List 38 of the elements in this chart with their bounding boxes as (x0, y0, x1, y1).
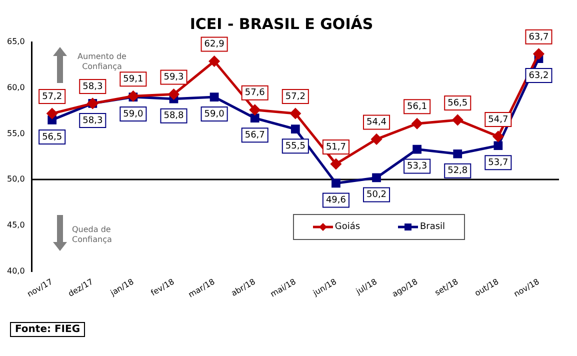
data-label: 49,6 (326, 196, 346, 206)
y-tick-label: 45,0 (7, 220, 25, 230)
data-label: 53,7 (488, 158, 508, 168)
source-note: Fonte: FIEG (10, 322, 86, 337)
data-label: 54,4 (366, 118, 387, 128)
data-label: 57,2 (285, 92, 306, 102)
data-label: 59,3 (164, 72, 184, 83)
data-label: 51,7 (326, 142, 346, 152)
data-label: 59,0 (204, 109, 225, 120)
y-tick-label: 50,0 (7, 174, 25, 184)
data-label: 63,2 (528, 70, 549, 81)
data-label: 59,0 (123, 109, 144, 120)
y-tick-label: 65,0 (7, 37, 25, 46)
annotation: Aumento de Confiança (76, 52, 128, 72)
data-label: 62,9 (204, 40, 225, 50)
data-label: 50,2 (366, 190, 387, 200)
legend-label: Goiás (334, 222, 360, 232)
annotation: Queda de Confiança (72, 225, 113, 245)
data-label: 56,5 (42, 132, 62, 142)
data-label: 54,7 (488, 114, 508, 125)
data-label: 63,7 (528, 32, 549, 42)
data-label: 57,2 (42, 92, 62, 102)
data-label: 56,1 (407, 102, 428, 112)
data-label: 52,8 (448, 166, 468, 176)
y-tick-label: 55,0 (7, 128, 25, 138)
data-label: 58,3 (82, 82, 103, 92)
y-tick-label: 40,0 (7, 266, 25, 276)
data-label: 55,5 (285, 141, 306, 152)
data-label: 58,8 (164, 111, 184, 122)
data-label: 57,6 (244, 88, 266, 98)
data-label: 56,5 (448, 98, 468, 108)
y-tick-label: 60,0 (7, 82, 25, 92)
chart-title: ICEI - BRASIL E GOIÁS (190, 14, 374, 33)
data-label: 58,3 (82, 116, 103, 126)
data-label: 53,3 (407, 162, 428, 172)
legend-label: Brasil (420, 222, 446, 232)
data-label: 59,1 (123, 74, 144, 84)
data-label: 56,7 (244, 130, 265, 140)
